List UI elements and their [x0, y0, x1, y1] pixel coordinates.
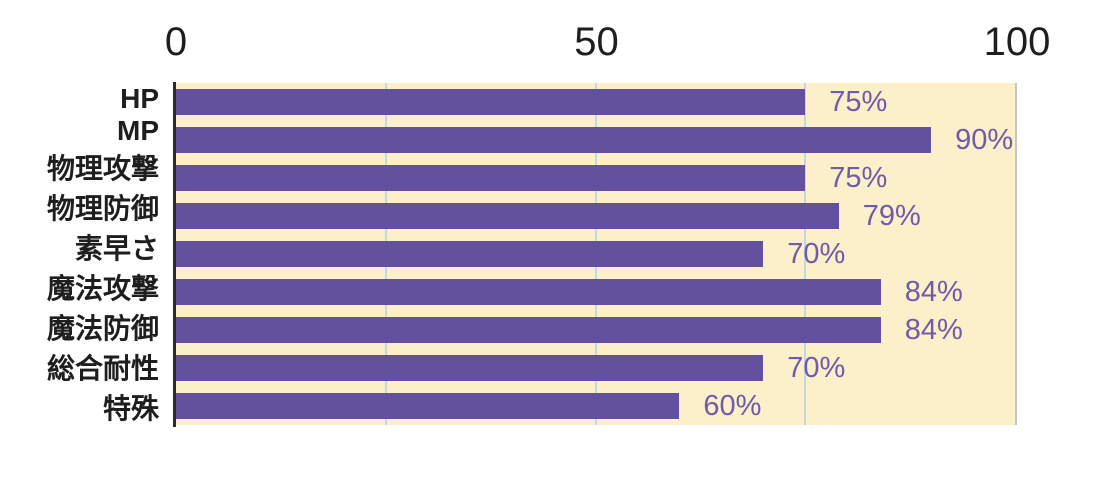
category-label: MP — [117, 115, 159, 146]
bar-row: 79% — [176, 197, 1015, 235]
category-label: 特殊 — [102, 393, 159, 424]
bar-row: 90% — [176, 121, 1015, 159]
value-label: 79% — [862, 199, 921, 232]
bar-row: 84% — [176, 273, 1015, 311]
y-axis-line — [173, 82, 176, 427]
stat-bar — [176, 317, 881, 343]
category-label: 物理攻撃 — [46, 153, 159, 184]
value-label: 75% — [829, 85, 888, 118]
bar-row: 70% — [176, 235, 1015, 273]
category-label: 素早さ — [74, 233, 159, 264]
value-label: 90% — [955, 123, 1014, 156]
stat-bar — [176, 165, 806, 191]
stat-bar — [176, 127, 932, 153]
stat-bar — [176, 203, 839, 229]
value-label: 84% — [904, 275, 963, 308]
category-label: 物理防御 — [46, 193, 159, 224]
stat-bar — [176, 241, 764, 267]
category-label: 魔法攻撃 — [46, 273, 159, 304]
category-label: 総合耐性 — [46, 353, 159, 384]
plot-area: 75% 90% 75% 79% 70% 84% 84% 70% 60% — [176, 83, 1017, 425]
value-label: 60% — [703, 389, 762, 422]
x-axis: 0 50 100 — [165, 16, 1051, 72]
value-label: 84% — [904, 313, 963, 346]
value-label: 70% — [787, 237, 846, 270]
bar-rows: 75% 90% 75% 79% 70% 84% 84% 70% 60% — [176, 83, 1015, 425]
x-tick-label: 0 — [164, 20, 188, 64]
stat-bar — [176, 89, 806, 115]
y-axis-category-labels: HP MP 物理攻撃物理防御素早さ魔法攻撃魔法防御総合耐性特殊 — [0, 83, 166, 425]
bar-row: 84% — [176, 311, 1015, 349]
category-label: HP — [120, 83, 159, 114]
gridline — [804, 83, 807, 425]
bar-row: 60% — [176, 387, 1015, 425]
value-label: 75% — [829, 161, 888, 194]
x-tick-label: 100 — [983, 20, 1051, 64]
value-label: 70% — [787, 351, 846, 384]
stat-bar — [176, 355, 764, 381]
stat-bar — [176, 279, 881, 305]
category-label: 魔法防御 — [46, 313, 159, 344]
x-tick-label: 50 — [574, 20, 619, 64]
bar-row: 75% — [176, 83, 1015, 121]
bar-row: 70% — [176, 349, 1015, 387]
stat-bar — [176, 393, 680, 419]
bar-row: 75% — [176, 159, 1015, 197]
